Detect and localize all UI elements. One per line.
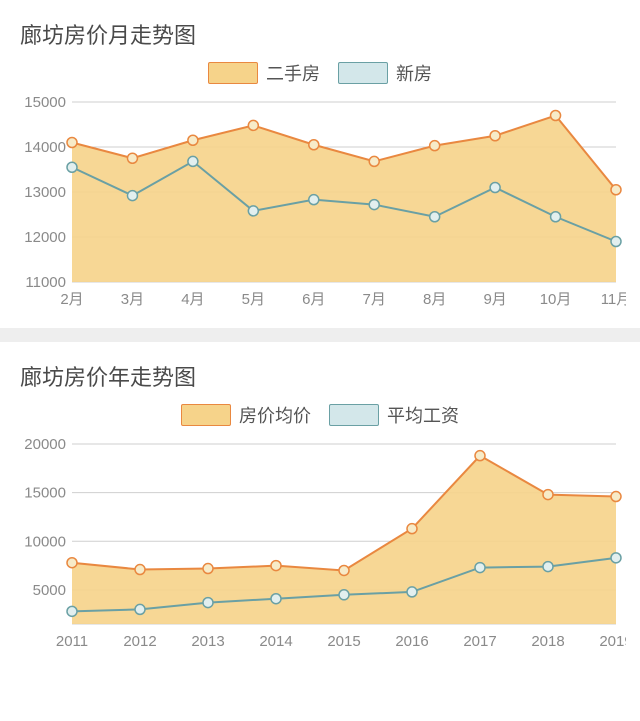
svg-text:8月: 8月 [423,291,446,308]
chart2-plot: 5000 10000 15000 20000 2011 2012 2013 2014 2015 2… [14,434,626,654]
legend-label-salary: 平均工资 [387,402,459,428]
svg-text:4月: 4月 [181,291,204,308]
svg-text:2011: 2011 [56,633,88,650]
legend-item-secondhand: 二手房 [208,60,320,86]
svg-text:15000: 15000 [24,485,66,502]
legend-swatch-salary [329,404,379,426]
svg-text:2015: 2015 [327,633,360,650]
legend-label-avgprice: 房价均价 [239,402,311,428]
section-separator [0,328,640,342]
svg-text:7月: 7月 [363,291,386,308]
legend-label-new: 新房 [396,60,432,86]
legend-label-secondhand: 二手房 [266,60,320,86]
svg-text:12000: 12000 [24,229,66,246]
svg-text:2月: 2月 [60,291,83,308]
svg-text:11000: 11000 [25,274,66,291]
legend-swatch-new [338,62,388,84]
svg-text:6月: 6月 [302,291,325,308]
svg-text:2019: 2019 [599,633,626,650]
svg-text:2012: 2012 [123,633,156,650]
yearly-chart-block: 廊坊房价年走势图 房价均价 平均工资 5000 10000 15000 20000 20… [0,342,640,670]
svg-text:3月: 3月 [121,291,144,308]
legend-item-new: 新房 [338,60,432,86]
svg-text:2013: 2013 [191,633,224,650]
svg-text:11月: 11月 [601,291,626,308]
chart2-title: 廊坊房价年走势图 [20,360,626,392]
legend-item-salary: 平均工资 [329,402,459,428]
svg-text:2018: 2018 [531,633,564,650]
svg-text:2014: 2014 [259,633,292,650]
chart1-plot: 11000 12000 13000 14000 15000 2月 3月 4月 5月 6月 7月 8月 9… [14,92,626,312]
svg-text:13000: 13000 [24,184,66,201]
chart2-svg: 5000 10000 15000 20000 2011 2012 2013 2014 2015 2… [14,434,626,654]
legend-swatch-secondhand [208,62,258,84]
monthly-chart-block: 廊坊房价月走势图 二手房 新房 11000 12000 13000 14000 1500… [0,0,640,328]
svg-text:10月: 10月 [540,291,572,308]
chart1-svg: 11000 12000 13000 14000 15000 2月 3月 4月 5月 6月 7月 8月 9… [14,92,626,312]
legend-swatch-avgprice [181,404,231,426]
svg-text:9月: 9月 [483,291,506,308]
svg-text:15000: 15000 [24,94,66,111]
svg-text:14000: 14000 [24,139,66,156]
svg-text:5000: 5000 [33,582,66,599]
svg-text:2016: 2016 [395,633,428,650]
chart1-title: 廊坊房价月走势图 [20,18,626,50]
svg-text:10000: 10000 [24,533,66,550]
svg-text:5月: 5月 [242,291,265,308]
svg-text:20000: 20000 [24,436,66,453]
legend-item-avgprice: 房价均价 [181,402,311,428]
chart1-legend: 二手房 新房 [14,60,626,86]
svg-text:2017: 2017 [463,633,496,650]
chart2-legend: 房价均价 平均工资 [14,402,626,428]
